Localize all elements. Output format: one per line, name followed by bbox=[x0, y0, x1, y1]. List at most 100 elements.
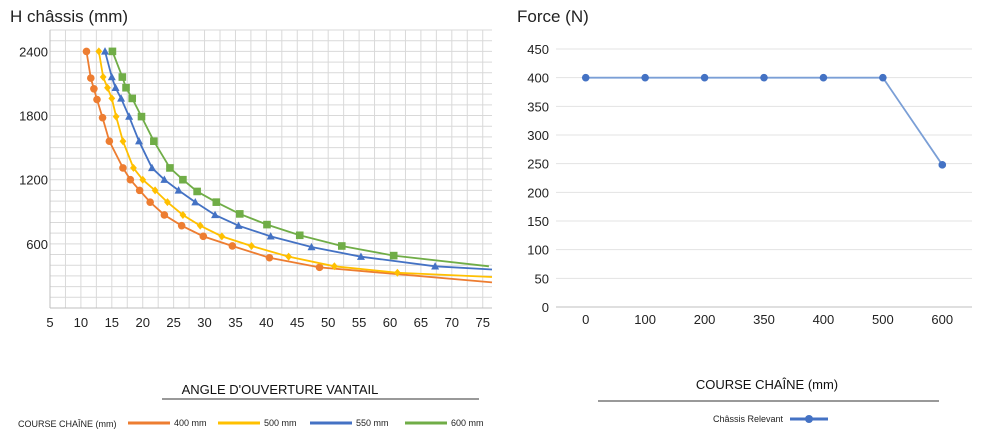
left-y-tick-labels: 600 1200 1800 2400 bbox=[19, 44, 48, 251]
right-y-tick-label: 0 bbox=[542, 300, 549, 315]
left-data-point bbox=[315, 263, 324, 272]
left-data-point bbox=[263, 220, 271, 229]
right-series-0 bbox=[581, 73, 947, 169]
right-legend-marker bbox=[805, 415, 813, 423]
right-gridlines bbox=[556, 48, 972, 308]
left-data-point bbox=[99, 73, 107, 82]
left-data-point bbox=[117, 94, 126, 102]
left-x-tick-label: 70 bbox=[445, 315, 459, 330]
left-data-point bbox=[235, 210, 244, 218]
left-x-tick-label: 45 bbox=[290, 315, 304, 330]
right-x-tick-label: 100 bbox=[634, 312, 656, 327]
left-data-point bbox=[389, 251, 398, 260]
left-data-point bbox=[356, 252, 365, 260]
right-series-line bbox=[585, 76, 944, 166]
left-x-tick-label: 10 bbox=[74, 315, 88, 330]
left-series bbox=[82, 47, 493, 284]
left-data-point bbox=[130, 163, 137, 172]
left-data-point bbox=[122, 83, 130, 92]
right-x-tick-label: 600 bbox=[931, 312, 953, 327]
left-data-point bbox=[394, 268, 401, 277]
left-data-point bbox=[337, 242, 346, 250]
left-data-point bbox=[234, 221, 243, 229]
left-x-tick-label: 60 bbox=[383, 315, 397, 330]
left-data-point bbox=[164, 198, 171, 207]
left-data-point bbox=[137, 112, 146, 121]
left-x-tick-label: 35 bbox=[228, 315, 242, 330]
right-y-tick-label: 450 bbox=[527, 42, 549, 57]
left-data-point bbox=[211, 210, 220, 219]
left-x-tick-label: 65 bbox=[414, 315, 428, 330]
left-legend-title: COURSE CHAÎNE (mm) bbox=[18, 419, 117, 429]
right-y-tick-labels: 0 50 100 150 200 250 300 350 400 450 bbox=[527, 42, 549, 315]
right-legend: Châssis Relevant bbox=[713, 414, 828, 424]
left-data-point bbox=[431, 262, 440, 270]
right-y-tick-label: 50 bbox=[535, 271, 549, 286]
right-data-point bbox=[879, 73, 887, 82]
left-data-point bbox=[174, 186, 183, 194]
right-x-tick-label: 0 bbox=[582, 312, 589, 327]
left-x-tick-label: 25 bbox=[166, 315, 180, 330]
left-data-point bbox=[160, 211, 169, 219]
right-chart: Force (N) 0 50 100 150 200 250 300 350 400 450 0 1… bbox=[517, 7, 972, 424]
left-x-tick-label: 55 bbox=[352, 315, 366, 330]
left-y-tick-label: 600 bbox=[26, 237, 48, 252]
right-data-point bbox=[700, 73, 709, 82]
left-data-point bbox=[179, 210, 187, 219]
right-legend-label: Châssis Relevant bbox=[713, 414, 784, 424]
left-data-point bbox=[98, 113, 107, 122]
left-data-point bbox=[285, 252, 293, 261]
left-data-point bbox=[90, 85, 98, 93]
left-y-tick-label: 2400 bbox=[19, 44, 48, 59]
left-data-point bbox=[139, 175, 147, 184]
left-data-point bbox=[118, 73, 127, 81]
right-data-point bbox=[760, 73, 768, 82]
left-x-tick-label: 15 bbox=[105, 315, 119, 330]
left-data-point bbox=[104, 83, 111, 92]
right-x-tick-label: 350 bbox=[753, 312, 775, 327]
left-x-tick-label: 20 bbox=[135, 315, 149, 330]
left-data-point bbox=[108, 47, 117, 56]
left-legend-label: 550 mm bbox=[356, 418, 389, 428]
right-y-tick-label: 100 bbox=[527, 243, 549, 258]
left-series-line bbox=[111, 51, 490, 268]
left-series-1 bbox=[95, 47, 493, 278]
left-x-tick-labels: 5 10 15 20 25 30 35 40 45 50 55 60 65 70 75 bbox=[46, 315, 490, 330]
left-data-point bbox=[119, 137, 127, 146]
left-data-point bbox=[166, 164, 174, 172]
left-data-point bbox=[199, 232, 208, 241]
left-data-point bbox=[228, 242, 237, 250]
left-data-point bbox=[330, 262, 338, 271]
left-data-point bbox=[93, 95, 101, 104]
left-data-point bbox=[191, 197, 200, 206]
left-data-point bbox=[150, 137, 158, 145]
left-data-point bbox=[160, 175, 169, 183]
left-data-point bbox=[128, 94, 137, 103]
left-x-tick-label: 40 bbox=[259, 315, 273, 330]
left-data-point bbox=[151, 186, 159, 195]
left-data-point bbox=[108, 94, 116, 103]
left-legend-label: 400 mm bbox=[174, 418, 207, 428]
left-series-2 bbox=[101, 47, 493, 271]
left-data-point bbox=[212, 198, 221, 206]
left-data-point bbox=[148, 163, 156, 172]
left-gridlines bbox=[49, 29, 492, 309]
right-y-tick-label: 350 bbox=[527, 99, 549, 114]
left-data-point bbox=[146, 198, 154, 206]
right-y-tick-label: 200 bbox=[527, 185, 549, 200]
right-x-axis-label: COURSE CHAÎNE (mm) bbox=[696, 377, 838, 392]
left-data-point bbox=[295, 231, 304, 240]
right-data-point bbox=[819, 73, 828, 82]
left-y-tick-label: 1200 bbox=[19, 173, 48, 188]
left-x-tick-label: 30 bbox=[197, 315, 211, 330]
left-data-point bbox=[87, 74, 95, 82]
left-chart-title: H châssis (mm) bbox=[10, 7, 128, 26]
left-data-point bbox=[82, 47, 91, 56]
left-legend-label: 500 mm bbox=[264, 418, 297, 428]
right-x-tick-label: 500 bbox=[872, 312, 894, 327]
right-data-point bbox=[938, 161, 947, 169]
left-x-tick-label: 75 bbox=[475, 315, 489, 330]
left-data-point bbox=[135, 186, 144, 195]
left-data-point bbox=[105, 137, 114, 145]
